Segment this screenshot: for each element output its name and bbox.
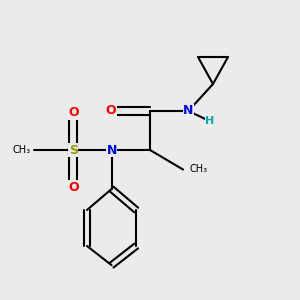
Text: O: O <box>68 181 79 194</box>
Text: CH₃: CH₃ <box>13 145 31 155</box>
Text: O: O <box>106 104 116 118</box>
Text: N: N <box>183 104 194 118</box>
Text: N: N <box>106 143 117 157</box>
Text: O: O <box>68 106 79 119</box>
Text: H: H <box>206 116 214 126</box>
Text: S: S <box>69 143 78 157</box>
Text: CH₃: CH₃ <box>189 164 207 175</box>
